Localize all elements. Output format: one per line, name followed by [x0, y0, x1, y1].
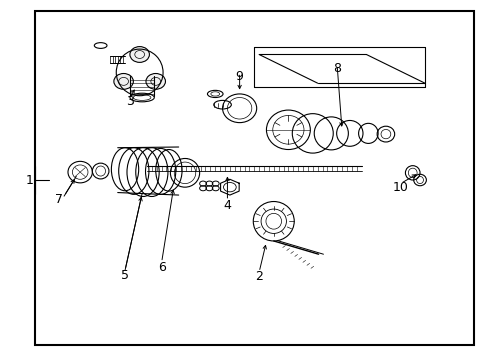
Text: 2: 2 [255, 270, 263, 283]
Text: 4: 4 [223, 199, 231, 212]
Text: 3: 3 [126, 95, 134, 108]
Ellipse shape [114, 73, 133, 89]
Text: 7: 7 [55, 193, 63, 206]
Text: 8: 8 [332, 62, 341, 75]
Text: 9: 9 [235, 69, 243, 82]
Text: 1: 1 [26, 174, 34, 186]
Ellipse shape [130, 46, 149, 62]
Text: 5: 5 [121, 269, 129, 282]
Text: 10: 10 [392, 181, 407, 194]
Text: 6: 6 [157, 261, 165, 274]
Ellipse shape [145, 73, 165, 89]
